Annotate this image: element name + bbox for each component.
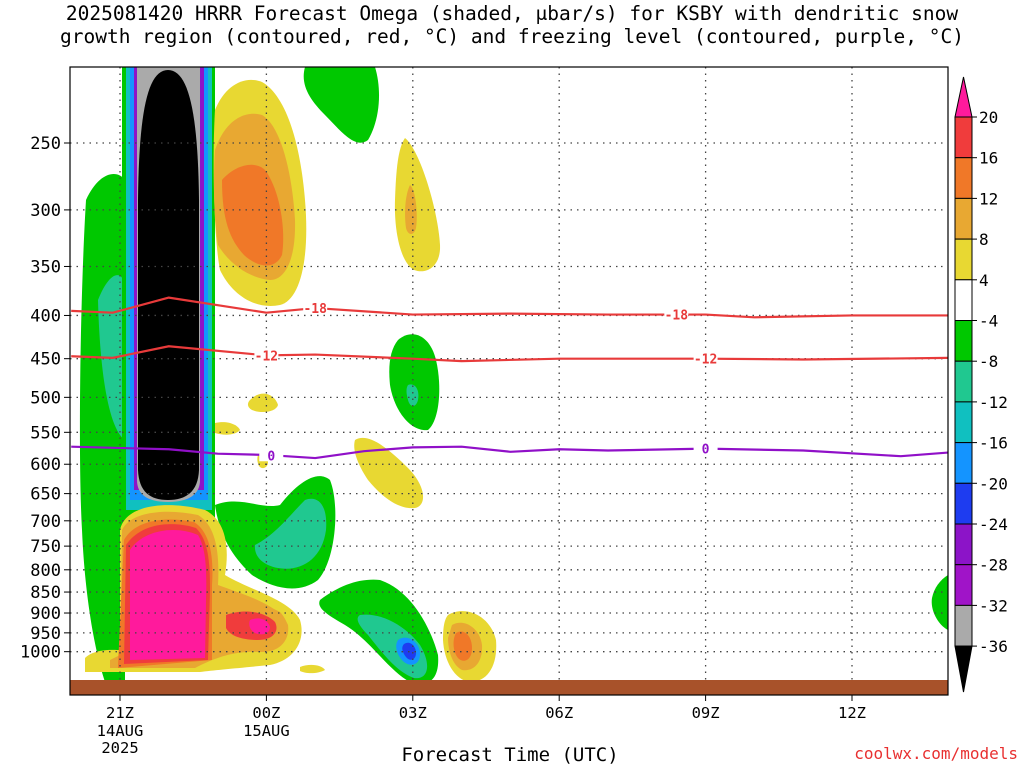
omega-region-teal-mid (254, 498, 327, 569)
contour-label-0-1: -18 (665, 309, 689, 324)
colorbar: 20 16 12 8 4 -4 -8 -12 -16 -20 -24 -28 -32 -36 (954, 76, 1008, 693)
colorbar-swatch-2 (954, 157, 973, 199)
contour-label-0-0: -18 (303, 302, 327, 317)
colorbar-top-arrow (954, 76, 973, 118)
colorbar-label-12: -32 (979, 596, 1008, 615)
contour-label-bg-1-1 (693, 350, 718, 365)
x-tick-label-21Z: 21Z (106, 704, 134, 722)
contour-label-1-0: -12 (255, 349, 278, 364)
y-tick-label-400: 400 (30, 306, 61, 326)
omega-region-yellow-550 (354, 437, 424, 509)
omega-region-yellow-420 (215, 422, 240, 435)
y-tick-label-450: 450 (30, 350, 61, 370)
omega-region-black-column (138, 70, 199, 500)
temperature-contours: -18 -18 -12 -12 0 0 (71, 296, 948, 464)
colorbar-label-5: -4 (979, 312, 998, 331)
colorbar-label-2: 12 (979, 189, 998, 208)
y-tick-label-550: 550 (30, 423, 61, 443)
y-tick-label-850: 850 (30, 583, 61, 603)
pressure-axis: 2503003504004505005506006507007508008509… (20, 134, 70, 663)
plot-frame (69, 66, 949, 696)
omega-shading (79, 67, 948, 691)
colorbar-label-7: -12 (979, 393, 1008, 412)
y-tick-label-300: 300 (30, 201, 61, 221)
omega-region-pink-lower (130, 530, 207, 660)
x-axis-label: Forecast Time (UTC) (401, 744, 619, 766)
omega-region-green-edge (931, 575, 948, 630)
x-tick-sublabel-15AUG: 15AUG (243, 722, 290, 740)
colorbar-swatch-11 (954, 523, 973, 566)
colorbar-swatch-12 (954, 564, 973, 606)
x-tick-sublabel-2025: 2025 (101, 739, 138, 757)
omega-region-amber-250 (405, 185, 417, 234)
contour-label-bg-0-1 (664, 306, 689, 321)
grid-lines (70, 67, 948, 695)
x-tick-label-12Z: 12Z (838, 704, 866, 722)
colorbar-swatch-1 (954, 116, 973, 159)
colorbar-label-9: -20 (979, 474, 1008, 493)
x-tick-label-00Z: 00Z (252, 704, 280, 722)
colorbar-label-8: -16 (979, 434, 1008, 453)
y-tick-label-600: 600 (30, 455, 61, 475)
contour-label-bg-0-0 (303, 300, 328, 315)
colorbar-swatch-9 (954, 442, 973, 484)
y-tick-label-750: 750 (30, 537, 61, 557)
y-tick-label-250: 250 (30, 134, 61, 154)
colorbar-label-13: -36 (979, 637, 1008, 656)
y-tick-label-650: 650 (30, 485, 61, 505)
contour-label-2-0: 0 (267, 449, 275, 464)
colorbar-label-10: -24 (979, 515, 1008, 534)
colorbar-swatch-7 (954, 360, 973, 403)
colorbar-label-4: 4 (979, 271, 989, 290)
contour-label-bg-2-0 (259, 447, 284, 462)
title-line-1: 2025081420 HRRR Forecast Omega (shaded, … (65, 2, 959, 25)
colorbar-label-6: -8 (979, 352, 998, 371)
colorbar-label-1: 16 (979, 149, 998, 168)
contour-label-1-1: -12 (694, 353, 717, 368)
omega-region-yellow-980 (300, 664, 325, 674)
colorbar-swatch-10 (954, 482, 973, 525)
omega-region-teal-450 (406, 384, 419, 406)
colorbar-swatch-4 (954, 238, 973, 281)
chart-title: 2025081420 HRRR Forecast Omega (shaded, … (0, 2, 1024, 48)
x-tick-label-03Z: 03Z (399, 704, 427, 722)
colorbar-bottom-arrow (954, 645, 973, 693)
x-tick-label-09Z: 09Z (692, 704, 720, 722)
contour-line-1 (71, 345, 948, 363)
colorbar-label-11: -28 (979, 556, 1008, 575)
contour-label-bg-1-0 (254, 347, 279, 362)
omega-region-orange-upper (222, 164, 284, 266)
contour-label-2-1: 0 (702, 443, 710, 458)
contour-line-2 (71, 445, 948, 460)
colorbar-swatch-8 (954, 401, 973, 444)
omega-region-orange-900 (453, 631, 472, 661)
y-tick-label-900: 900 (30, 604, 61, 624)
y-tick-label-800: 800 (30, 561, 61, 581)
y-tick-label-500: 500 (30, 388, 61, 408)
x-tick-sublabel-14AUG: 14AUG (97, 722, 144, 740)
y-tick-label-950: 950 (30, 624, 61, 644)
omega-region-yellow-250 (394, 138, 441, 272)
x-tick-label-06Z: 06Z (545, 704, 573, 722)
colorbar-swatch-5 (954, 279, 973, 321)
credit-text: coolwx.com/models (854, 744, 1018, 763)
colorbar-label-0: 20 (979, 108, 998, 127)
omega-region-green-upper (303, 67, 380, 143)
title-line-2: growth region (contoured, red, °C) and f… (60, 25, 964, 48)
colorbar-swatch-13 (954, 604, 973, 647)
ground-surface (70, 680, 948, 695)
omega-region-pink-850 (249, 618, 270, 635)
y-tick-label-700: 700 (30, 512, 61, 532)
colorbar-swatch-6 (954, 320, 973, 362)
colorbar-label-3: 8 (979, 230, 989, 249)
y-tick-label-1000: 1000 (20, 643, 61, 663)
colorbar-swatch-3 (954, 197, 973, 240)
y-tick-label-350: 350 (30, 257, 61, 277)
omega-region-yellow-400 (247, 393, 278, 413)
contour-line-0 (71, 296, 948, 319)
contour-label-bg-2-1 (693, 440, 718, 455)
